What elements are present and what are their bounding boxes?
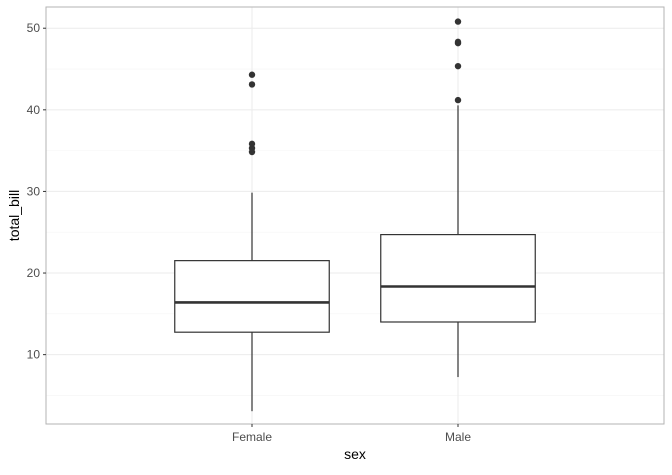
outlier-point bbox=[454, 96, 462, 104]
outlier-point bbox=[454, 38, 462, 46]
outlier-point bbox=[454, 62, 462, 70]
outlier-point bbox=[454, 18, 462, 25]
panel-border bbox=[45, 6, 665, 425]
box-iqr bbox=[174, 260, 330, 333]
x-tick-label: Female bbox=[232, 430, 272, 444]
y-tick-label: 40 bbox=[27, 103, 41, 117]
box-iqr bbox=[380, 233, 536, 323]
y-tick-label: 10 bbox=[27, 348, 41, 362]
box-group-male bbox=[380, 18, 536, 378]
outlier-point bbox=[248, 140, 256, 148]
box-group-female bbox=[174, 71, 330, 412]
grid-layer bbox=[46, 7, 664, 424]
y-tick-label: 20 bbox=[27, 266, 41, 280]
ticks-layer: 10 20 30 40 50 Female Male bbox=[27, 21, 472, 444]
y-axis-title: total_bill bbox=[6, 190, 22, 241]
x-tick-label: Male bbox=[445, 430, 471, 444]
outlier-point bbox=[248, 71, 256, 78]
y-tick-label: 50 bbox=[27, 21, 41, 35]
x-axis-title: sex bbox=[344, 446, 366, 462]
marks-layer bbox=[174, 18, 536, 412]
y-tick-label: 30 bbox=[27, 184, 41, 198]
outlier-point bbox=[248, 81, 256, 88]
